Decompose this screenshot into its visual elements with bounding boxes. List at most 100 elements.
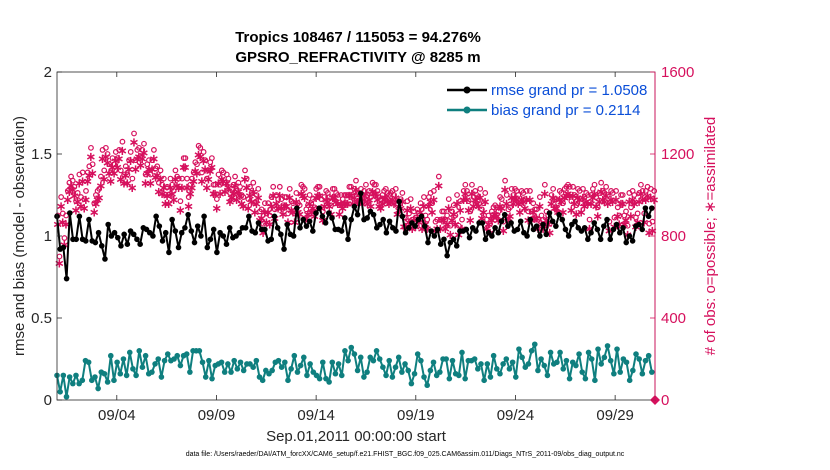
obs-assimilated-marker: ∗ [591,199,602,214]
rmse-point [501,211,508,218]
obs-assimilated-marker: ∗ [592,210,603,225]
obs-assimilated-marker: ∗ [312,189,323,204]
bias-point [101,370,108,377]
obs-assimilated-marker: ∗ [175,203,186,218]
obs-possible-marker [73,198,79,205]
bias-point [493,366,500,372]
rmse-point [444,252,450,259]
obs-possible-marker [326,194,333,200]
obs-assimilated-marker: ∗ [360,187,371,202]
obs-assimilated-marker: ∗ [163,197,174,212]
bias-point [332,370,339,377]
rmse-point [649,205,655,211]
obs-assimilated-marker: ∗ [94,191,105,206]
obs-assimilated-marker: ∗ [241,181,252,196]
obs-assimilated-marker: ∗ [296,187,307,202]
bias-point [427,367,434,374]
obs-assimilated-marker: ∗ [515,205,526,220]
obs-possible-marker [97,173,104,180]
obs-assimilated-marker: ∗ [198,154,209,169]
rmse-point [306,218,313,225]
obs-possible-marker [560,200,566,207]
obs-assimilated-marker: ∗ [143,162,154,177]
bias-point [399,369,405,375]
obs-assimilated-marker: ∗ [110,154,121,169]
obs-assimilated-marker: ∗ [606,193,617,208]
obs-assimilated-marker: ∗ [183,199,194,214]
obs-assimilated-marker: ∗ [614,218,625,233]
rmse-point [281,246,287,252]
obs-possible-marker [107,169,114,176]
bias-point [623,359,630,366]
obs-possible-marker [117,167,124,174]
bias-point [649,369,655,375]
obs-assimilated-marker: ∗ [437,214,448,229]
obs-assimilated-marker: ∗ [188,175,199,190]
rmse-point [428,228,434,234]
obs-assimilated-marker: ∗ [102,156,113,171]
obs-assimilated-marker: ∗ [344,189,355,204]
bias-point [70,380,76,387]
bias-point [209,375,215,382]
obs-assimilated-marker: ∗ [490,207,501,222]
obs-possible-marker [197,144,204,151]
obs-possible-marker [508,185,515,192]
rmse-point [508,220,514,226]
rmse-point [326,210,332,216]
obs-assimilated-marker: ∗ [448,207,459,222]
obs-possible-marker [271,206,278,213]
obs-assimilated-marker: ∗ [372,193,383,208]
bias-point [516,346,522,352]
obs-possible-marker [141,140,147,147]
bias-point [57,389,63,395]
bias-point [598,361,605,367]
obs-assimilated-marker: ∗ [248,185,259,200]
obs-possible-marker [202,157,209,164]
obs-assimilated-marker: ∗ [468,199,479,214]
obs-assimilated-marker: ∗ [521,193,532,208]
obs-assimilated-marker: ∗ [548,191,559,206]
obs-assimilated-marker: ∗ [299,191,310,206]
obs-assimilated-marker: ∗ [303,207,314,222]
obs-assimilated-marker: ∗ [107,160,118,175]
obs-assimilated-marker: ∗ [385,195,396,210]
obs-assimilated-marker: ∗ [130,162,141,177]
obs-assimilated-marker: ∗ [120,169,131,184]
rmse-point [226,225,233,231]
obs-assimilated-marker: ∗ [576,205,587,220]
rmse-point [572,218,578,225]
obs-assimilated-marker: ∗ [365,199,376,214]
rmse-point [102,256,108,262]
obs-assimilated-marker: ∗ [634,195,645,210]
obs-assimilated-marker: ∗ [611,193,622,208]
rmse-point [191,239,198,246]
obs-assimilated-marker: ∗ [380,191,391,206]
rmse-point [178,229,185,236]
bias-point [535,367,541,374]
obs-assimilated-marker: ∗ [231,193,242,208]
bias-point [253,357,260,364]
bias-point [92,374,98,380]
rmse-point [636,221,642,228]
bias-point [487,374,494,380]
obs-possible-marker [594,204,601,211]
bias-point [73,372,79,379]
obs-assimilated-marker: ∗ [104,166,115,181]
rmse-point [434,226,441,233]
obs-possible-marker [598,179,605,186]
obs-assimilated-marker: ∗ [125,154,136,169]
bias-point [402,361,408,367]
obs-assimilated-marker: ∗ [384,197,395,212]
y-tick-label: 0.5 [31,310,52,327]
obs-possible-marker [424,216,431,223]
obs-possible-marker [270,183,277,190]
obs-possible-marker [475,194,482,200]
obs-assimilated-marker: ∗ [158,181,169,196]
obs-assimilated-marker: ∗ [564,189,575,204]
rmse-point [498,218,505,225]
bias-point [582,375,589,382]
obs-assimilated-marker: ∗ [57,216,68,231]
legend-box [442,79,650,121]
obs-assimilated-marker: ∗ [341,197,352,212]
rmse-point [294,205,300,211]
